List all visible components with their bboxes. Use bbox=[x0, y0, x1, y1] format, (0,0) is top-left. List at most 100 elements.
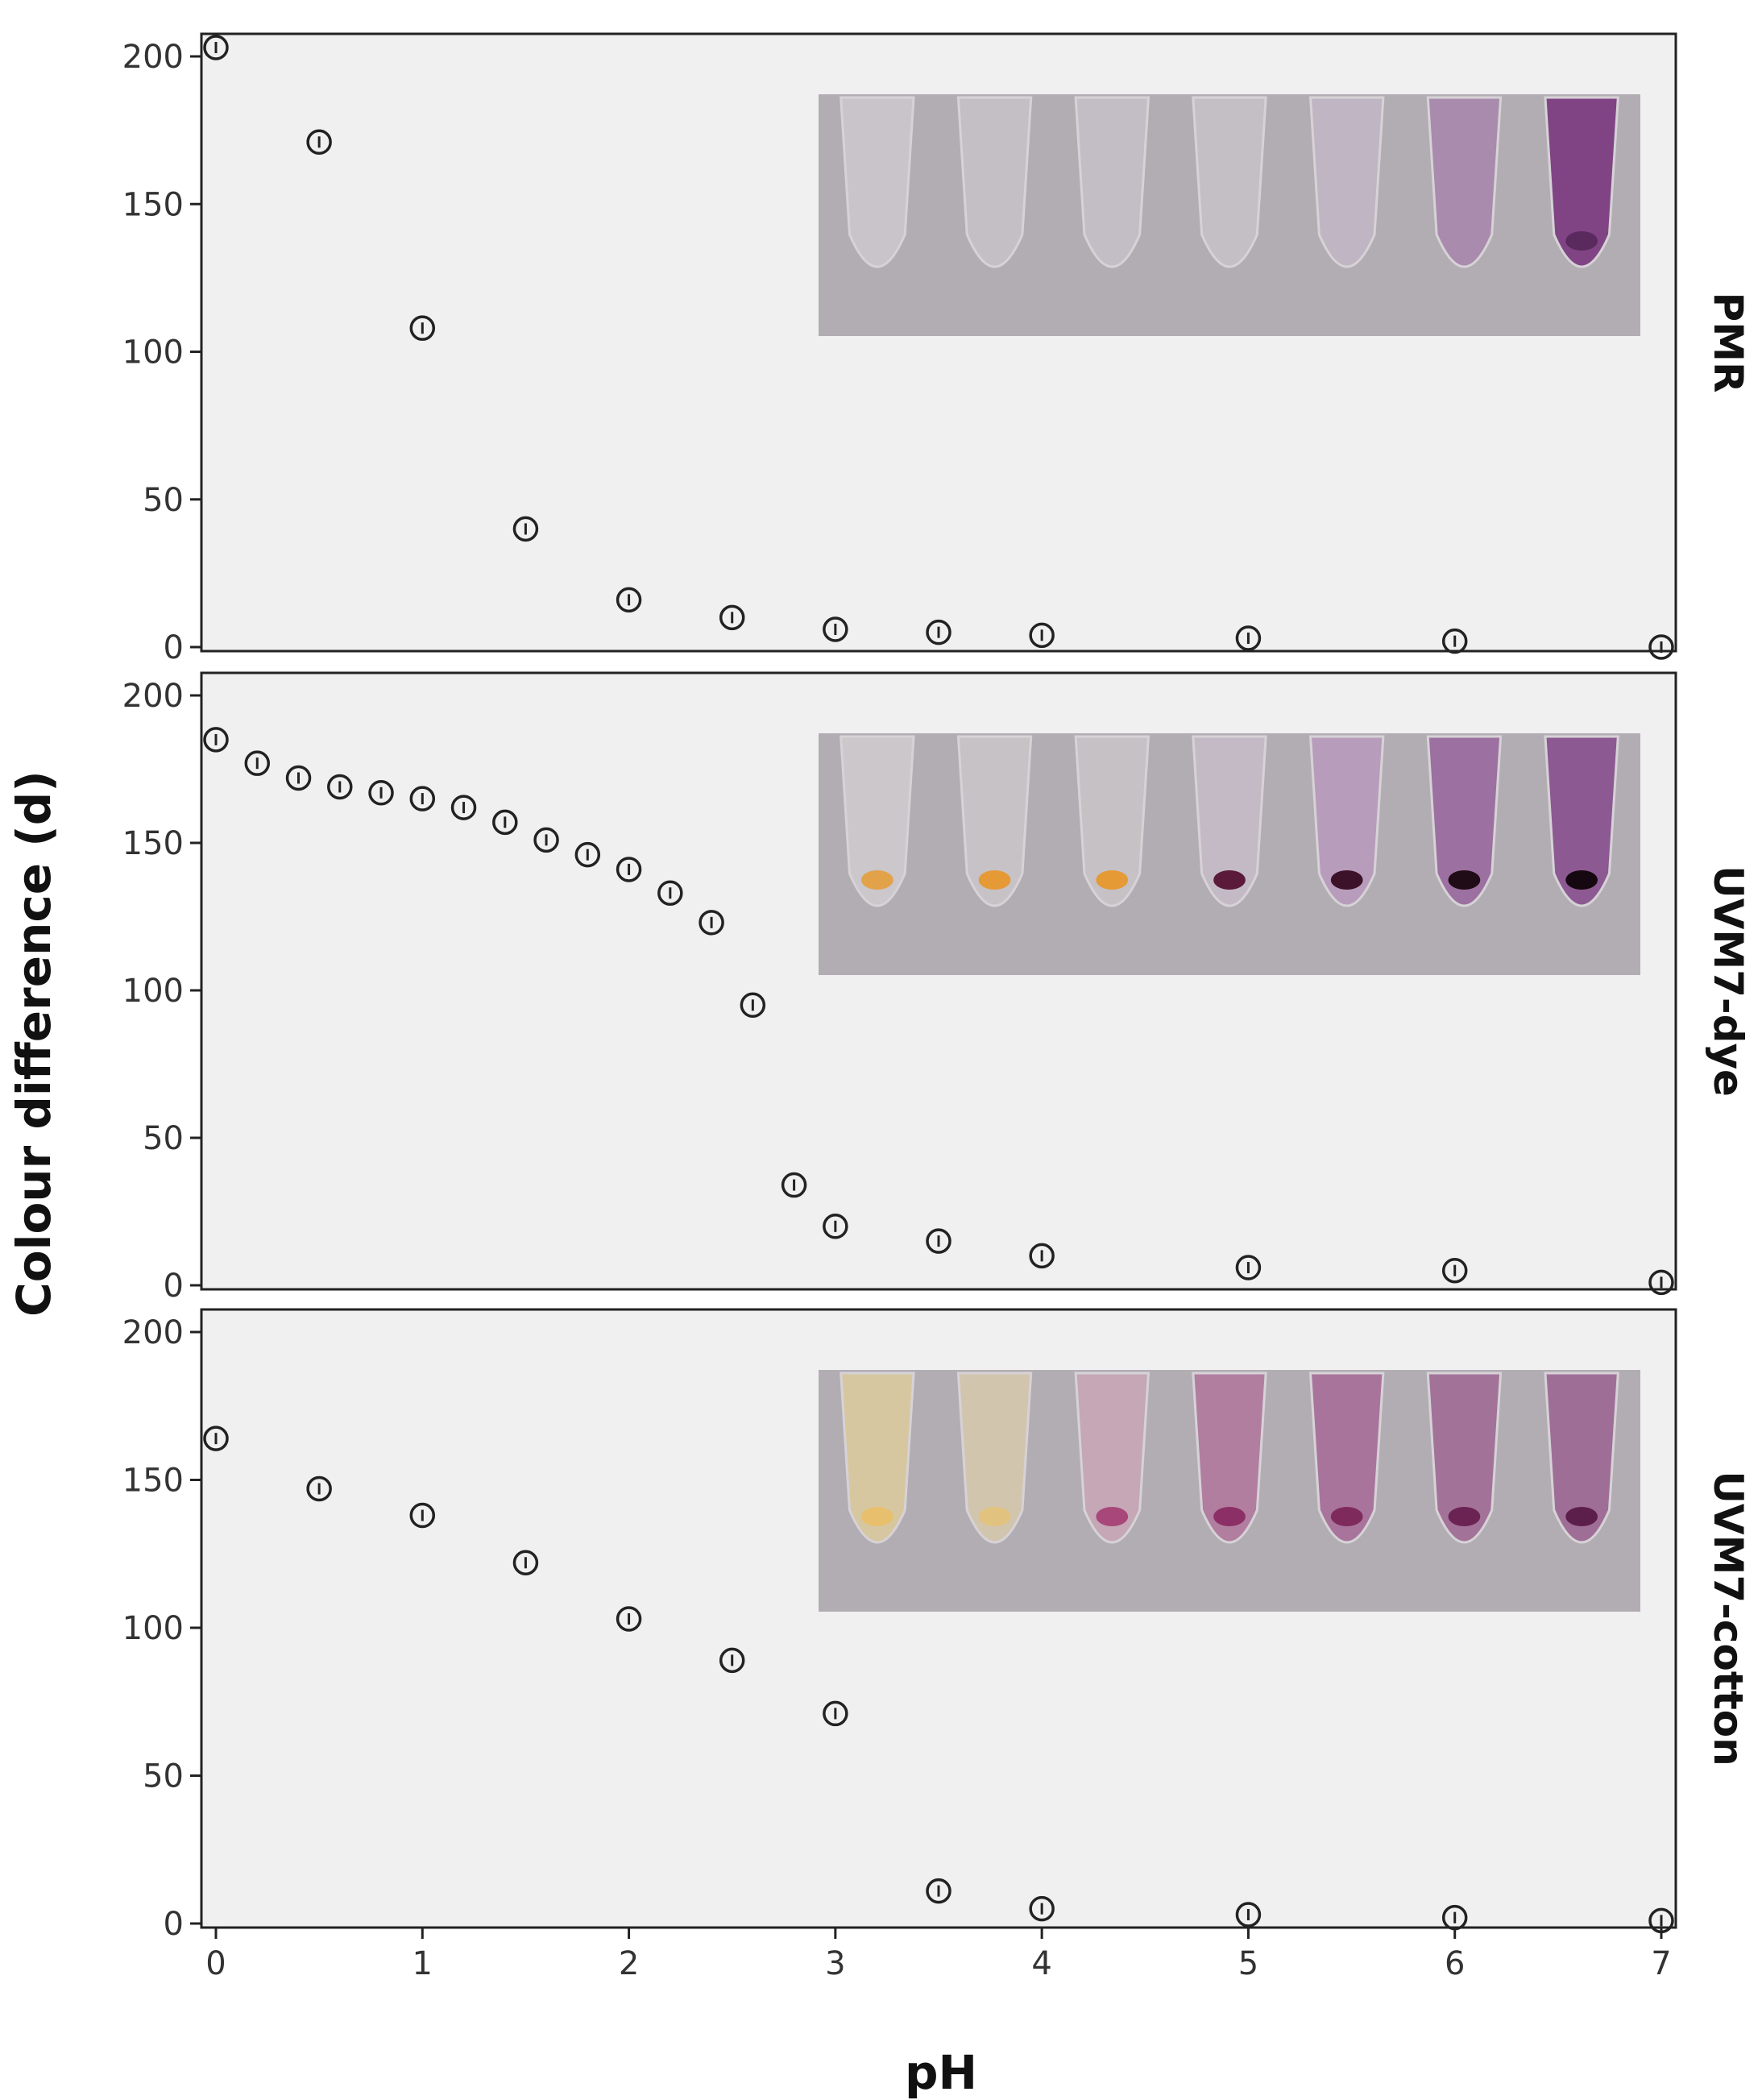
tube-2 bbox=[956, 96, 1033, 268]
y-tick-label: 100 bbox=[122, 973, 184, 1010]
tube-5 bbox=[1308, 96, 1385, 268]
facet-label: UVM7-dye bbox=[1705, 865, 1752, 1097]
y-axis-title: Colour difference (d) bbox=[6, 770, 61, 1317]
data-point bbox=[1029, 622, 1055, 649]
data-point bbox=[699, 910, 724, 936]
x-tick-label: 1 bbox=[413, 1945, 433, 1982]
y-tick-label: 150 bbox=[122, 1463, 184, 1500]
tube-band-4 bbox=[1213, 870, 1246, 890]
tube-1 bbox=[840, 1372, 915, 1544]
x-tick-label: 7 bbox=[1651, 1945, 1671, 1982]
x-axis: 0 1 2 3 4 5 6 7 bbox=[205, 1928, 1672, 1982]
data-point bbox=[409, 315, 436, 341]
x-tick-label: 0 bbox=[205, 1945, 226, 1982]
series-points bbox=[203, 1426, 1674, 1934]
y-tick-label: 0 bbox=[164, 1268, 184, 1305]
data-point bbox=[926, 1228, 951, 1254]
tube-7 bbox=[1544, 735, 1619, 907]
x-tick-label: 5 bbox=[1238, 1945, 1258, 1982]
data-point bbox=[1441, 1257, 1468, 1284]
tube-band-1 bbox=[860, 1507, 893, 1526]
data-point bbox=[781, 1172, 807, 1198]
y-tick-label: 0 bbox=[164, 1906, 184, 1943]
data-point bbox=[1029, 1243, 1055, 1269]
data-point bbox=[512, 516, 539, 542]
tube-3 bbox=[1074, 1372, 1150, 1544]
panel-uvm7-dye: 0 50 100 150 200 UVM7-dye bbox=[122, 671, 1752, 1305]
data-point bbox=[823, 1700, 848, 1727]
tube-band-1 bbox=[860, 870, 893, 890]
x-axis-title: pH bbox=[905, 2045, 977, 2100]
data-point bbox=[740, 992, 766, 1019]
tube-5 bbox=[1308, 735, 1385, 907]
tube-6 bbox=[1426, 96, 1503, 268]
y-tick-label: 50 bbox=[143, 1758, 184, 1795]
tube-band-5 bbox=[1330, 1507, 1363, 1526]
data-point bbox=[1235, 1902, 1262, 1928]
x-tick-label: 3 bbox=[825, 1945, 845, 1982]
data-point bbox=[719, 1647, 745, 1674]
data-point bbox=[574, 841, 601, 868]
data-point bbox=[327, 774, 353, 800]
data-point bbox=[823, 1214, 848, 1239]
data-point bbox=[926, 619, 951, 645]
data-point bbox=[1648, 634, 1674, 660]
tube-band-7 bbox=[1565, 870, 1598, 890]
y-tick-label: 200 bbox=[122, 39, 184, 76]
tube-1 bbox=[840, 735, 915, 907]
data-point bbox=[306, 129, 332, 156]
y-tick-label: 100 bbox=[122, 334, 184, 371]
tube-band-6 bbox=[1448, 870, 1481, 890]
panel-pmr: 0 50 100 150 200 PMR bbox=[122, 32, 1752, 666]
tube-4 bbox=[1192, 735, 1267, 907]
tube-3 bbox=[1074, 96, 1150, 268]
x-tick-label: 2 bbox=[619, 1945, 639, 1982]
tube-photo-inset bbox=[819, 733, 1640, 975]
data-point bbox=[409, 1502, 436, 1529]
panel-uvm7-cotton: 0 50 100 150 200 UVM7-cotton bbox=[122, 1308, 1752, 1943]
series-points bbox=[203, 727, 1674, 1296]
tube-band-7 bbox=[1565, 231, 1598, 251]
x-tick-label: 4 bbox=[1031, 1945, 1051, 1982]
panels: 0 50 100 150 200 PMR 0 50 100 150 200 UVM7-dye 0 50 10… bbox=[122, 32, 1752, 1943]
tube-7 bbox=[1544, 1372, 1619, 1544]
tube-band-5 bbox=[1330, 870, 1363, 890]
data-point bbox=[657, 880, 683, 906]
tube-band-3 bbox=[1096, 870, 1129, 890]
tube-band-3 bbox=[1096, 1507, 1129, 1526]
tube-1 bbox=[840, 96, 915, 268]
y-tick-label: 50 bbox=[143, 482, 184, 519]
series-points bbox=[203, 35, 1674, 660]
y-tick-label: 50 bbox=[143, 1120, 184, 1157]
data-point bbox=[616, 857, 642, 882]
data-point bbox=[1235, 1255, 1262, 1280]
facet-label: PMR bbox=[1705, 293, 1752, 393]
data-point bbox=[306, 1475, 332, 1502]
tube-7 bbox=[1544, 96, 1619, 268]
data-point bbox=[203, 35, 229, 60]
tube-2 bbox=[956, 1372, 1033, 1544]
y-tick-label: 200 bbox=[122, 1314, 184, 1351]
y-tick-label: 200 bbox=[122, 678, 184, 715]
tube-photo-inset bbox=[819, 94, 1640, 336]
data-point bbox=[368, 780, 394, 806]
data-point bbox=[1441, 628, 1468, 654]
tube-4 bbox=[1192, 96, 1267, 268]
data-point bbox=[492, 809, 518, 836]
y-tick-label: 100 bbox=[122, 1610, 184, 1647]
y-tick-label: 150 bbox=[122, 825, 184, 862]
data-point bbox=[616, 1606, 642, 1632]
data-point bbox=[719, 604, 745, 631]
data-point bbox=[616, 587, 642, 613]
tube-photo-inset bbox=[819, 1370, 1640, 1612]
data-point bbox=[533, 827, 559, 853]
tube-5 bbox=[1308, 1372, 1385, 1544]
data-point bbox=[926, 1878, 951, 1904]
tube-3 bbox=[1074, 735, 1150, 907]
data-point bbox=[285, 765, 312, 791]
x-tick-label: 6 bbox=[1445, 1945, 1465, 1982]
tube-band-7 bbox=[1565, 1507, 1598, 1526]
tube-band-2 bbox=[978, 870, 1011, 890]
tube-4 bbox=[1192, 1372, 1267, 1544]
